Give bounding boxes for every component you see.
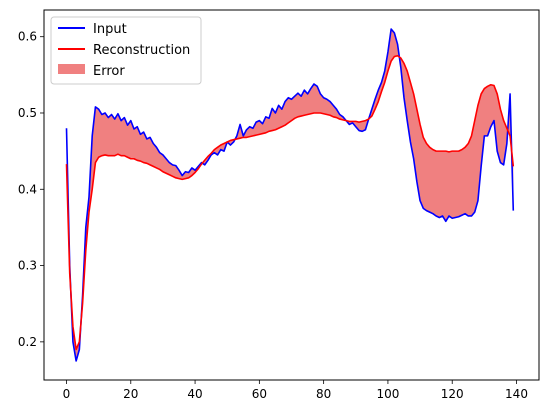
legend-label-error: Error: [93, 64, 125, 79]
x-tick-label: 60: [252, 387, 267, 401]
y-axis: 0.2 0.3 0.4 0.5 0.6: [18, 30, 44, 349]
series-lines-layer: [65, 28, 515, 362]
x-tick-label: 120: [441, 387, 464, 401]
y-tick-label: 0.2: [18, 335, 37, 349]
plot-area: [65, 28, 515, 362]
legend-box: [50, 16, 202, 85]
x-tick-label: 80: [316, 387, 331, 401]
x-tick-label: 0: [63, 387, 71, 401]
y-tick-label: 0.6: [18, 30, 37, 44]
legend-label-reconstruction: Reconstruction: [93, 43, 190, 58]
series-line-reconstruction: [65, 54, 515, 351]
legend-label-input: Input: [93, 22, 127, 37]
legend-swatch-error: [58, 64, 85, 74]
series-line-input: [65, 28, 515, 362]
y-tick-label: 0.3: [18, 259, 37, 273]
x-axis: 0 20 40 60 80 100 120 140: [63, 380, 528, 401]
error-fill-layer: [66, 29, 514, 361]
legend: Input Reconstruction Error: [50, 16, 202, 85]
y-tick-label: 0.5: [18, 106, 37, 120]
x-tick-label: 20: [123, 387, 138, 401]
error-fill-area: [66, 29, 514, 361]
x-tick-label: 40: [187, 387, 202, 401]
x-tick-label: 100: [376, 387, 399, 401]
axes-frame: [43, 9, 540, 381]
y-tick-label: 0.4: [18, 182, 37, 196]
x-tick-label: 140: [505, 387, 528, 401]
